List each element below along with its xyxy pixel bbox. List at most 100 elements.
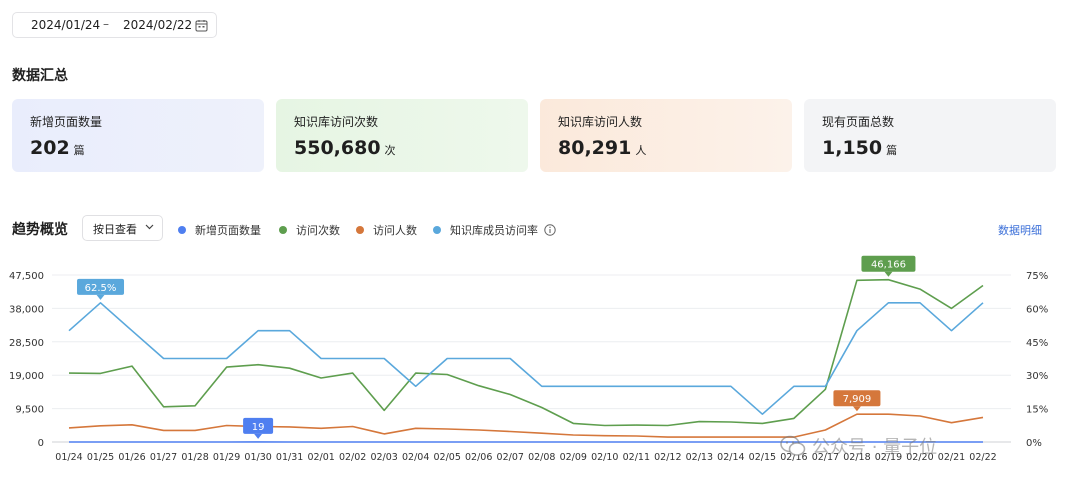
- x-tick-label: 01/27: [150, 452, 177, 463]
- x-tick-label: 02/10: [591, 452, 618, 463]
- tooltip-label: 19: [252, 422, 265, 433]
- legend-dot: [178, 226, 186, 234]
- card-label: 新增页面数量: [30, 115, 103, 129]
- x-tick-label: 02/13: [686, 452, 713, 463]
- legend-dot: [279, 226, 287, 234]
- y-right-tick-label: 30%: [1026, 371, 1048, 382]
- tooltip-box: [833, 390, 881, 407]
- card-value: 550,680 次: [294, 137, 396, 159]
- tooltip-label: 46,166: [871, 260, 906, 271]
- view-mode-select[interactable]: 按日查看: [82, 215, 163, 241]
- tooltip-pointer: [884, 271, 893, 277]
- x-tick-label: 01/31: [276, 452, 303, 463]
- end-date[interactable]: 2024/02/22: [123, 18, 193, 32]
- x-tick-label: 02/03: [370, 452, 397, 463]
- series-line-1: [68, 278, 984, 427]
- y-right-tick-label: 75%: [1026, 271, 1048, 282]
- data-tooltip: 19: [243, 417, 274, 439]
- y-right-tick-label: 45%: [1026, 338, 1048, 349]
- tooltip-pointer: [254, 433, 263, 439]
- x-tick-label: 02/22: [969, 452, 996, 463]
- x-tick-label: 01/29: [213, 452, 240, 463]
- x-tick-label: 02/18: [843, 452, 870, 463]
- x-tick-label: 02/06: [465, 452, 492, 463]
- legend-label: 新增页面数量: [195, 224, 261, 237]
- x-tick-label: 02/19: [875, 452, 902, 463]
- card-visitor-count: 知识库访问人数 80,291 人: [540, 99, 792, 172]
- legend-item-member-rate[interactable]: 知识库成员访问率: [433, 222, 556, 238]
- card-value: 202 篇: [30, 137, 85, 159]
- view-mode-label: 按日查看: [93, 223, 137, 236]
- x-tick-label: 02/05: [434, 452, 461, 463]
- calendar-icon[interactable]: [195, 19, 208, 32]
- y-left-tick-label: 9,500: [15, 405, 44, 416]
- trend-chart: 47,500 75% 38,000 60% 28,500 45% 19,000 30% 9,50…: [9, 255, 1048, 463]
- x-tick-label: 02/17: [812, 452, 839, 463]
- x-tick-label: 02/15: [749, 452, 776, 463]
- x-tick-label: 02/14: [717, 452, 744, 463]
- series-line-3: [68, 301, 984, 415]
- card-total-pages: 现有页面总数 1,150 篇: [804, 99, 1056, 172]
- tooltip-label: 62.5%: [85, 283, 117, 294]
- y-right-tick-label: 0%: [1026, 438, 1042, 449]
- x-tick-label: 02/08: [528, 452, 555, 463]
- card-value: 1,150 篇: [822, 137, 898, 159]
- legend-label: 访问次数: [296, 224, 340, 237]
- card-visit-count: 知识库访问次数 550,680 次: [276, 99, 528, 172]
- summary-title: 数据汇总: [12, 68, 68, 84]
- x-tick-label: 01/26: [118, 452, 145, 463]
- tooltip-pointer: [96, 294, 105, 300]
- watermark-text: 公众号 · 量子位: [812, 437, 938, 458]
- data-detail-link[interactable]: 数据明细: [998, 224, 1042, 237]
- card-label: 知识库访问人数: [558, 115, 643, 129]
- legend-item-visits[interactable]: 访问次数: [279, 222, 340, 238]
- x-tick-label: 01/28: [181, 452, 208, 463]
- y-right-tick-label: 15%: [1026, 405, 1048, 416]
- x-tick-label: 01/30: [244, 452, 271, 463]
- watermark: 公众号 · 量子位: [780, 433, 937, 459]
- x-tick-label: 02/12: [654, 452, 681, 463]
- wechat-icon: [780, 435, 806, 456]
- date-range-picker[interactable]: 2024/01/24 – 2024/02/22: [12, 12, 217, 38]
- tooltip-pointer: [852, 406, 861, 412]
- x-tick-label: 02/02: [339, 452, 366, 463]
- tooltip-box: [243, 417, 274, 434]
- trend-title: 趋势概览: [12, 222, 68, 238]
- x-tick-label: 02/09: [560, 452, 587, 463]
- x-tick-label: 01/25: [87, 452, 114, 463]
- info-icon[interactable]: [544, 224, 556, 236]
- start-date[interactable]: 2024/01/24: [31, 18, 101, 32]
- y-left-tick-label: 38,000: [9, 304, 44, 315]
- legend-label: 访问人数: [373, 224, 417, 237]
- x-tick-label: 02/04: [402, 452, 429, 463]
- card-new-pages: 新增页面数量 202 篇: [12, 99, 264, 172]
- card-label: 知识库访问次数: [294, 115, 379, 129]
- legend-label: 知识库成员访问率: [450, 224, 538, 237]
- card-label: 现有页面总数: [822, 115, 895, 129]
- data-tooltip: 62.5%: [77, 278, 125, 300]
- tooltip-box: [77, 278, 125, 295]
- y-left-tick-label: 0: [38, 438, 44, 449]
- legend-item-new-pages[interactable]: 新增页面数量: [178, 222, 261, 238]
- x-tick-label: 02/21: [938, 452, 965, 463]
- data-tooltip: 7,909: [833, 390, 881, 412]
- tooltip-box: [861, 255, 916, 272]
- y-right-tick-label: 60%: [1026, 304, 1048, 315]
- date-separator: –: [103, 17, 109, 31]
- card-value: 80,291 人: [558, 137, 647, 159]
- y-left-tick-label: 28,500: [9, 338, 44, 349]
- data-tooltip: 46,166: [861, 255, 916, 277]
- chevron-down-icon: [145, 224, 154, 230]
- legend-dot: [356, 226, 364, 234]
- x-tick-label: 02/11: [623, 452, 650, 463]
- legend-item-visitors[interactable]: 访问人数: [356, 222, 417, 238]
- x-tick-label: 02/07: [497, 452, 524, 463]
- series-line-2: [68, 413, 984, 438]
- y-left-tick-label: 19,000: [9, 371, 44, 382]
- legend-dot: [433, 226, 441, 234]
- x-tick-label: 01/24: [55, 452, 82, 463]
- x-tick-label: 02/16: [780, 452, 807, 463]
- x-tick-label: 02/01: [307, 452, 334, 463]
- tooltip-label: 7,909: [843, 394, 872, 405]
- y-left-tick-label: 47,500: [9, 271, 44, 282]
